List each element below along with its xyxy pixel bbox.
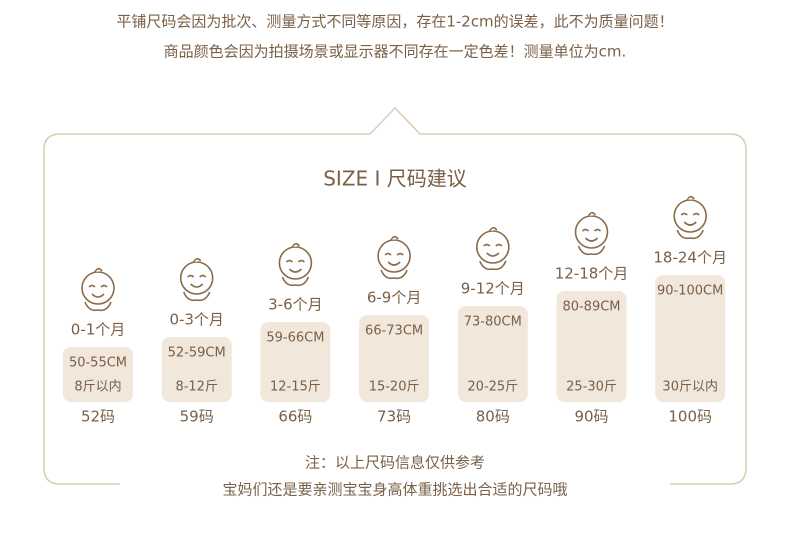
age: 6-9个月 (367, 289, 422, 307)
face (475, 230, 510, 264)
collar (281, 276, 310, 287)
baby-icon (475, 226, 510, 271)
height: 59-66CM (266, 331, 324, 346)
age: 12-18个月 (555, 265, 629, 283)
size-code: 66码 (278, 408, 312, 426)
height: 66-73CM (365, 324, 423, 339)
height: 90-100CM (657, 284, 723, 299)
height: 73-80CM (464, 315, 522, 330)
height: 80-89CM (562, 300, 620, 315)
collar (380, 269, 408, 280)
size-code: 59码 (180, 408, 214, 426)
hair (94, 267, 103, 273)
baby-icon (81, 267, 115, 312)
collar (84, 301, 112, 312)
size-box (457, 306, 528, 402)
eyes (88, 284, 108, 288)
weight: 30斤以内 (662, 379, 718, 395)
baby-icon (179, 257, 214, 302)
note: 宝妈们还是要亲测宝宝身高体重挑选出合适的尺码哦 (222, 481, 567, 499)
smile (584, 237, 599, 242)
size-code: 80码 (476, 408, 510, 426)
size-code: 52码 (81, 408, 115, 426)
hair (291, 242, 301, 248)
age: 0-3个月 (169, 311, 224, 329)
header-line: 平铺尺码会因为批次、测量方式不同等原因，存在1-2cm的误差，此不为质量问题！ (116, 13, 673, 31)
hair (390, 235, 399, 241)
eyes (384, 252, 404, 256)
eyes (483, 243, 503, 247)
size-box (556, 291, 627, 402)
face (574, 215, 609, 249)
age: 9-12个月 (461, 280, 525, 298)
size-code: 90码 (574, 408, 608, 426)
smile (288, 268, 302, 273)
size-code: 73码 (377, 408, 411, 426)
size-box (161, 337, 232, 402)
weight: 12-15斤 (270, 380, 321, 395)
weight: 8-12斤 (175, 380, 218, 395)
age: 0-1个月 (71, 321, 126, 339)
weight: 15-20斤 (369, 380, 420, 395)
smile (91, 293, 105, 298)
smile (683, 221, 697, 226)
eyes (285, 259, 305, 263)
collar (676, 229, 704, 240)
title: SIZE Ⅰ 尺码建议 (323, 167, 467, 191)
face (179, 261, 214, 295)
collar (182, 291, 211, 302)
smile (190, 283, 204, 288)
smile (387, 261, 401, 266)
baby-icon (278, 242, 313, 287)
face (673, 199, 708, 233)
age: 18-24个月 (653, 249, 727, 267)
height: 50-55CM (69, 356, 127, 371)
size-box (63, 347, 133, 402)
weight: 20-25斤 (467, 380, 518, 395)
collar (479, 260, 507, 271)
header-line: 商品颜色会因为拍摄场景或显示器不同存在一定色差！测量单位为cm. (164, 43, 627, 61)
hair (587, 211, 597, 217)
frame (43, 106, 747, 485)
weight: 8斤以内 (74, 379, 121, 395)
size-box (655, 275, 726, 402)
height: 52-59CM (168, 346, 226, 361)
hair (192, 257, 202, 263)
size-box (260, 322, 331, 402)
baby-icon (673, 195, 708, 240)
face (278, 246, 313, 280)
eyes (680, 212, 700, 216)
size-box (359, 315, 430, 402)
eyes (187, 274, 207, 278)
collar (577, 245, 606, 256)
eyes (581, 228, 602, 232)
smile (486, 252, 500, 257)
hair (686, 195, 695, 201)
baby-icon (574, 211, 609, 256)
size-code: 100码 (668, 408, 712, 426)
baby-icon (377, 235, 411, 280)
note: 注：以上尺码信息仅供参考 (305, 454, 485, 472)
age: 3-6个月 (268, 296, 323, 314)
face (81, 271, 115, 305)
hair (489, 226, 498, 232)
weight: 25-30斤 (566, 380, 617, 395)
face (377, 239, 411, 273)
